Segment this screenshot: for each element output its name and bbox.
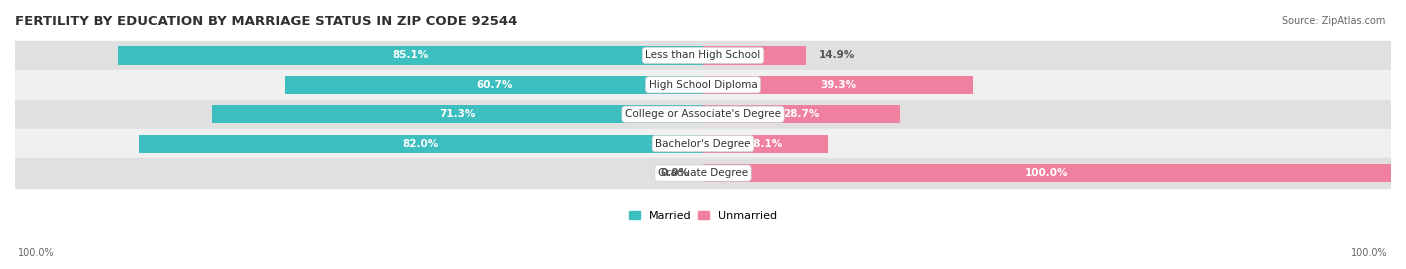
- Bar: [15, 129, 1391, 158]
- Bar: [139, 134, 703, 153]
- Text: 82.0%: 82.0%: [402, 139, 439, 149]
- Bar: [285, 76, 703, 94]
- Text: Bachelor's Degree: Bachelor's Degree: [655, 139, 751, 149]
- Text: 60.7%: 60.7%: [477, 80, 512, 90]
- Bar: [118, 46, 703, 65]
- Text: 0.0%: 0.0%: [661, 168, 689, 178]
- Bar: [703, 46, 806, 65]
- Text: 28.7%: 28.7%: [783, 109, 820, 119]
- Text: 85.1%: 85.1%: [392, 50, 429, 61]
- Text: 39.3%: 39.3%: [820, 80, 856, 90]
- Text: 18.1%: 18.1%: [747, 139, 783, 149]
- Text: 100.0%: 100.0%: [1351, 248, 1388, 258]
- Bar: [703, 164, 1391, 182]
- Text: High School Diploma: High School Diploma: [648, 80, 758, 90]
- Bar: [212, 105, 703, 123]
- Bar: [15, 158, 1391, 188]
- Text: Source: ZipAtlas.com: Source: ZipAtlas.com: [1281, 16, 1385, 26]
- Bar: [703, 76, 973, 94]
- Bar: [703, 134, 828, 153]
- Legend: Married, Unmarried: Married, Unmarried: [624, 206, 782, 225]
- Text: College or Associate's Degree: College or Associate's Degree: [626, 109, 780, 119]
- Text: 14.9%: 14.9%: [820, 50, 855, 61]
- Text: FERTILITY BY EDUCATION BY MARRIAGE STATUS IN ZIP CODE 92544: FERTILITY BY EDUCATION BY MARRIAGE STATU…: [15, 15, 517, 28]
- Bar: [15, 70, 1391, 100]
- Bar: [15, 100, 1391, 129]
- Bar: [703, 105, 900, 123]
- Text: Less than High School: Less than High School: [645, 50, 761, 61]
- Text: 100.0%: 100.0%: [1025, 168, 1069, 178]
- Text: Graduate Degree: Graduate Degree: [658, 168, 748, 178]
- Text: 100.0%: 100.0%: [18, 248, 55, 258]
- Bar: [15, 41, 1391, 70]
- Text: 71.3%: 71.3%: [440, 109, 475, 119]
